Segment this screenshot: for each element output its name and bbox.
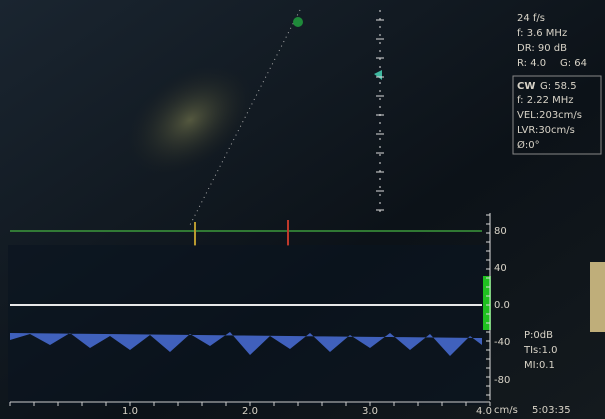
time-label: 3.0	[362, 406, 378, 417]
param: VEL:203cm/s	[517, 110, 582, 121]
param: DR: 90 dB	[517, 43, 567, 54]
output-info: P:0dB	[524, 330, 553, 341]
velocity-label: 0.0	[494, 300, 510, 311]
spectrum-area	[8, 245, 486, 405]
param: f: 3.6 MHz	[517, 28, 567, 39]
velocity-label: 40	[494, 263, 507, 274]
velocity-unit: cm/s	[494, 405, 518, 416]
output-info: MI:0.1	[524, 360, 555, 371]
ultrasound-screen: 24 f/s f: 3.6 MHz DR: 90 dB R: 4.0 G: 64…	[0, 0, 605, 419]
time-label: 2.0	[242, 406, 258, 417]
velocity-label: -80	[494, 375, 510, 386]
param: Ø:0°	[517, 139, 540, 151]
param: G: 58.5	[540, 81, 577, 92]
page: 24 f/s f: 3.6 MHz DR: 90 dB R: 4.0 G: 64…	[0, 0, 605, 419]
velocity-label: 80	[494, 226, 507, 237]
clock: 5:03:35	[532, 405, 571, 416]
velocity-label: -40	[494, 337, 510, 348]
param: R: 4.0	[517, 58, 546, 69]
marker	[293, 17, 303, 27]
param: G: 64	[560, 58, 587, 69]
param: LVR:30cm/s	[517, 125, 575, 136]
param: 24 f/s	[517, 13, 545, 24]
output-info: TIs:1.0	[523, 345, 558, 356]
param: CW	[517, 81, 535, 92]
time-label: 1.0	[122, 406, 138, 417]
gray-bar	[590, 262, 605, 332]
time-label: 4.0	[476, 406, 492, 417]
param: f: 2.22 MHz	[517, 95, 574, 106]
